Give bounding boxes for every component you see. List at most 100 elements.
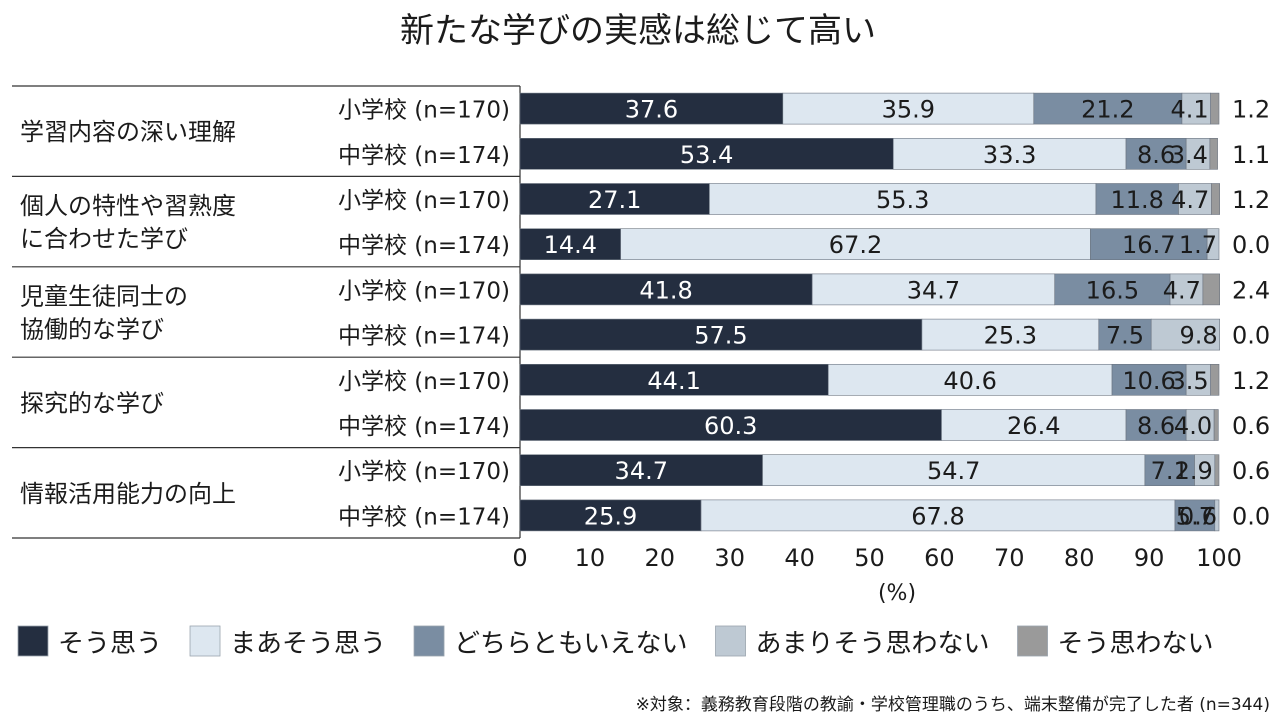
x-tick-label: 10 [575, 544, 606, 572]
bar-segment [1098, 318, 1152, 351]
data-label: 25.9 [584, 502, 637, 530]
row-label: 小学校 (n=170) [338, 459, 510, 485]
x-tick-label: 100 [1196, 544, 1242, 572]
legend: そう思う まあそう思う どちらともいえない あまりそう思わない そう思わない [17, 625, 1214, 659]
bar-segment [1150, 318, 1220, 351]
bar-segment [827, 363, 1113, 396]
data-label: 34.7 [907, 276, 960, 304]
x-tick-label: 40 [784, 544, 815, 572]
bar-segment [519, 454, 763, 487]
bar-segment [1210, 363, 1220, 396]
x-tick-label: 60 [924, 544, 955, 572]
bar-segment [1174, 499, 1216, 532]
data-label: 27.1 [588, 186, 641, 214]
data-label: 26.4 [1007, 412, 1060, 440]
x-tick-label: 50 [854, 544, 885, 572]
data-label: 33.3 [983, 141, 1036, 169]
bar-segment [1090, 228, 1208, 260]
data-label: 35.9 [882, 96, 935, 124]
data-label-outside: 1.1 [1232, 141, 1270, 169]
data-label-outside: 1.2 [1232, 96, 1270, 124]
data-label: 67.2 [829, 231, 882, 259]
row-label: 中学校 (n=174) [338, 233, 510, 259]
bar-segment [1202, 273, 1220, 306]
data-label: 37.6 [625, 96, 678, 124]
legend-label: そう思う [58, 629, 162, 659]
chart-title: 新たな学びの実感は総じて高い [400, 11, 876, 51]
row-label: 中学校 (n=174) [338, 504, 510, 530]
bar-segment [1211, 183, 1220, 215]
row-label: 中学校 (n=174) [338, 414, 510, 440]
category-label: に合わせた学び [20, 225, 188, 253]
data-label: 25.3 [984, 322, 1037, 350]
legend-swatch [17, 625, 49, 657]
data-label: 53.4 [680, 141, 733, 169]
category-label: 個人の特性や習熟度 [20, 192, 236, 220]
data-label-outside: 0.0 [1232, 322, 1270, 350]
data-label-outside: 0.0 [1232, 502, 1270, 530]
bar-segment [519, 409, 942, 441]
bar-segment [782, 92, 1035, 125]
data-label: 2.9 [1175, 457, 1213, 485]
bar-segment [709, 183, 1097, 215]
x-tick-label: 30 [714, 544, 745, 572]
data-label: 3.4 [1170, 141, 1208, 169]
bar-segment [1125, 409, 1187, 441]
bar-segment [1209, 138, 1218, 170]
bar-segment [1181, 92, 1211, 125]
bar-segment [1178, 183, 1212, 215]
data-label: 21.2 [1081, 96, 1134, 124]
data-label: 5.7 [1176, 502, 1214, 530]
row-label: 中学校 (n=174) [338, 143, 510, 169]
bar-segment [1214, 454, 1220, 487]
bar-segment [1185, 409, 1215, 441]
data-label: 0.6 [1179, 502, 1217, 530]
data-label: 41.8 [639, 276, 692, 304]
bar-segment [762, 454, 1146, 487]
data-label: 7.1 [1151, 457, 1189, 485]
data-label-outside: 2.4 [1232, 276, 1270, 304]
category-label: 児童生徒同士の [20, 283, 188, 311]
data-label: 67.8 [911, 502, 964, 530]
data-label: 8.6 [1137, 412, 1175, 440]
category-label: 協働的な学び [20, 316, 164, 344]
bar-segment [519, 273, 813, 306]
data-label-outside: 1.2 [1232, 367, 1270, 395]
bar-segment [1206, 228, 1220, 260]
legend-swatch [1017, 625, 1048, 657]
bar-segment [519, 92, 784, 125]
data-label: 16.7 [1122, 231, 1175, 259]
data-label: 8.6 [1137, 141, 1175, 169]
row-label: 小学校 (n=170) [338, 369, 510, 395]
bar-segment [1214, 499, 1220, 532]
category-label: 情報活用能力の向上 [20, 480, 236, 508]
bars-area: 37.6 35.9 21.2 4.1 1.253.4 33.3 8.63.4 1.127.1 5… [519, 92, 1270, 532]
category-label: 学習内容の深い理解 [20, 118, 236, 146]
data-label-outside: 0.6 [1232, 412, 1270, 440]
data-label: 55.3 [876, 186, 929, 214]
row-label: 小学校 (n=170) [338, 98, 510, 124]
data-label: 54.7 [927, 457, 980, 485]
data-label: 40.6 [943, 367, 996, 395]
x-axis: (%) 0 10 20 30 40 50 60 70 80 90 100 [512, 544, 1242, 606]
bar-segment [700, 499, 1176, 532]
bar-segment [519, 363, 829, 396]
bar-segment [1213, 409, 1219, 441]
legend-label: どちらともいえない [454, 629, 687, 659]
bar-segment [1033, 92, 1183, 125]
bar-segment [1144, 454, 1195, 487]
data-label-outside: 0.0 [1232, 231, 1270, 259]
legend-swatch [413, 625, 445, 657]
bar-segment [941, 409, 1127, 441]
data-label: 7.5 [1106, 322, 1144, 350]
legend-swatch [189, 625, 221, 657]
data-label: 60.3 [704, 412, 757, 440]
data-label: 4.0 [1174, 412, 1212, 440]
legend-label: そう思わない [1058, 629, 1214, 659]
data-label: 4.1 [1170, 96, 1208, 124]
data-label-outside: 0.6 [1232, 457, 1270, 485]
x-tick-label: 90 [1134, 544, 1165, 572]
bar-segment [620, 228, 1091, 260]
